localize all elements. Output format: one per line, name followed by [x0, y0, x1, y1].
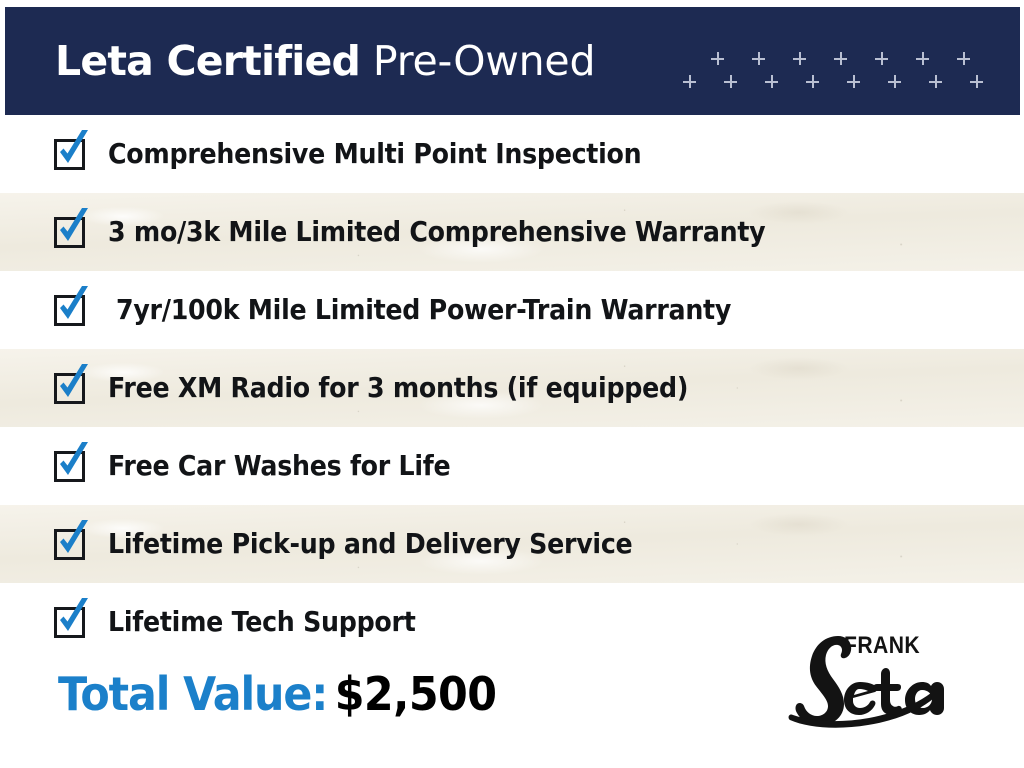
feature-label: 7yr/100k Mile Limited Power-Train Warran… [116, 294, 732, 326]
checkbox-outline [54, 139, 85, 170]
feature-row: Comprehensive Multi Point Inspection [0, 115, 1024, 193]
feature-label: Free XM Radio for 3 months (if equipped) [108, 372, 689, 404]
plus-pattern-row-top [677, 51, 1012, 67]
header-banner: Leta Certified Pre-Owned [5, 7, 1020, 115]
checkbox-outline [54, 529, 85, 560]
plus-icon [787, 51, 828, 67]
plus-icon [828, 51, 869, 67]
feature-row: Lifetime Tech Support [0, 583, 1024, 661]
plus-icon [841, 74, 882, 90]
checkbox-outline [54, 607, 85, 638]
feature-label: Lifetime Tech Support [108, 606, 416, 638]
check-glyph [60, 442, 88, 475]
plus-icon [923, 74, 964, 90]
check-glyph [60, 364, 88, 397]
checkmark-icon [54, 520, 88, 561]
checkmark-icon [54, 598, 88, 639]
feature-label: Free Car Washes for Life [108, 450, 451, 482]
check-glyph [60, 130, 88, 163]
feature-row: 7yr/100k Mile Limited Power-Train Warran… [0, 271, 1024, 349]
plus-icon [882, 74, 923, 90]
feature-label: 3 mo/3k Mile Limited Comprehensive Warra… [108, 216, 766, 248]
plus-icon [746, 51, 787, 67]
plus-pattern-row-bottom [677, 74, 1012, 90]
check-glyph [60, 208, 88, 241]
feature-label: Comprehensive Multi Point Inspection [108, 138, 642, 170]
plus-icon [800, 74, 841, 90]
page-title: Leta Certified Pre-Owned [55, 40, 595, 82]
plus-icon [951, 51, 992, 67]
total-value-row: Total Value: $2,500 [0, 658, 1024, 730]
check-glyph [60, 286, 88, 319]
plus-icon [964, 74, 1005, 90]
frank-leta-logo: FRANK [768, 624, 958, 732]
checkbox-outline [54, 373, 85, 404]
logo-frank-text: FRANK [844, 632, 921, 659]
feature-list: Comprehensive Multi Point Inspection 3 m… [0, 115, 1024, 661]
title-brand: Leta Certified [55, 36, 361, 85]
title-subject: Pre-Owned [360, 36, 596, 85]
plus-icon [718, 74, 759, 90]
plus-icon [705, 51, 746, 67]
checkmark-icon [54, 286, 88, 327]
checkbox-outline [54, 217, 85, 248]
feature-row: Lifetime Pick-up and Delivery Service [0, 505, 1024, 583]
total-value-text: Total Value: $2,500 [58, 671, 497, 717]
feature-label: Lifetime Pick-up and Delivery Service [108, 528, 633, 560]
feature-row: Free Car Washes for Life [0, 427, 1024, 505]
plus-icon [759, 74, 800, 90]
checkmark-icon [54, 130, 88, 171]
feature-row: Free XM Radio for 3 months (if equipped) [0, 349, 1024, 427]
leta-script-glyph [788, 636, 944, 728]
feature-row: 3 mo/3k Mile Limited Comprehensive Warra… [0, 193, 1024, 271]
plus-icon [677, 74, 718, 90]
checkmark-icon [54, 208, 88, 249]
total-value-amount: $2,500 [334, 667, 497, 721]
total-value-label: Total Value: [58, 667, 328, 721]
plus-icon [910, 51, 951, 67]
checkmark-icon [54, 364, 88, 405]
check-glyph [60, 598, 88, 631]
checkmark-icon [54, 442, 88, 483]
plus-pattern-icon [677, 51, 1012, 97]
plus-icon [869, 51, 910, 67]
checkbox-outline [54, 295, 85, 326]
checkbox-outline [54, 451, 85, 482]
check-glyph [60, 520, 88, 553]
